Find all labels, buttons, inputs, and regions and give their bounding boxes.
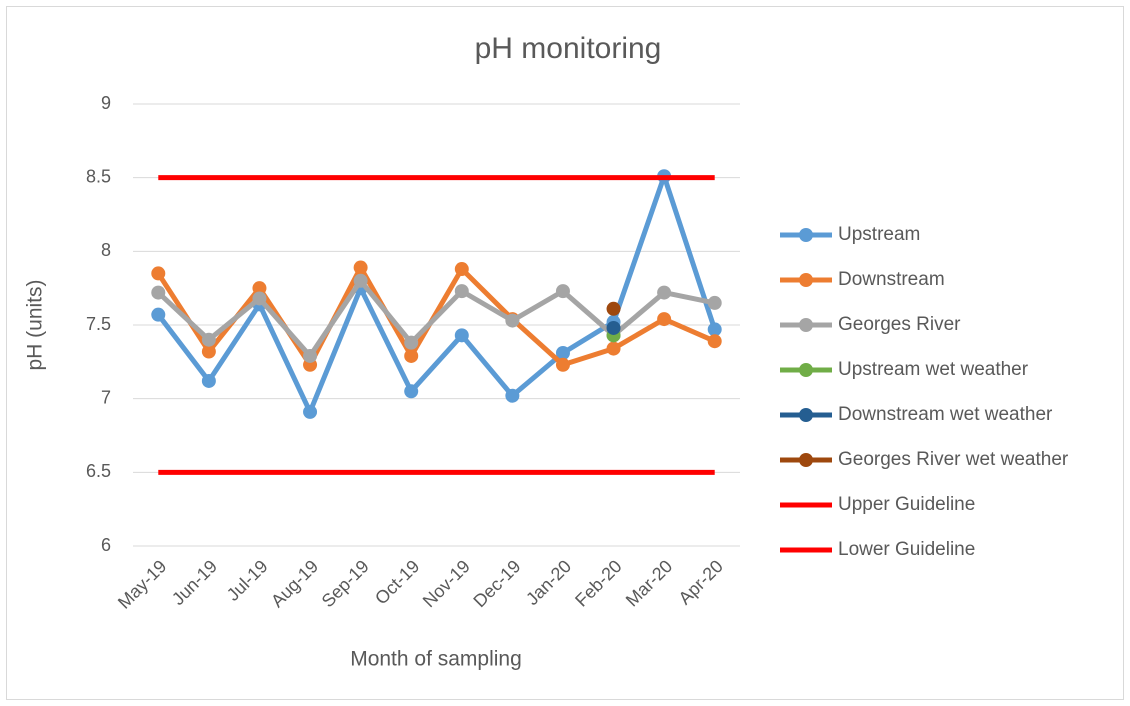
- legend-marker: [799, 228, 813, 242]
- y-tick-label: 7: [101, 387, 111, 407]
- legend-marker: [799, 273, 813, 287]
- data-point: [657, 312, 672, 327]
- data-point: [201, 344, 216, 359]
- data-point: [454, 262, 469, 277]
- data-point: [201, 332, 216, 347]
- data-point: [151, 285, 166, 300]
- legend-marker: [799, 453, 813, 467]
- data-point: [505, 313, 520, 328]
- data-point: [353, 260, 368, 275]
- y-tick-label: 6: [101, 535, 111, 555]
- legend-label: Upper Guideline: [838, 494, 975, 515]
- data-point: [707, 334, 722, 349]
- legend-label: Georges River wet weather: [838, 449, 1069, 470]
- legend-marker: [799, 318, 813, 332]
- data-point: [151, 266, 166, 281]
- series-line: [156, 265, 716, 368]
- data-point: [505, 388, 520, 403]
- y-tick-label: 8: [101, 240, 111, 260]
- data-point: [606, 301, 621, 316]
- data-point: [606, 320, 621, 335]
- data-point: [252, 281, 267, 296]
- data-point: [555, 357, 570, 372]
- data-point: [303, 404, 318, 419]
- y-tick-label: 6.5: [86, 461, 111, 481]
- data-point: [303, 348, 318, 363]
- data-point: [555, 284, 570, 299]
- data-point: [657, 285, 672, 300]
- y-tick-label: 9: [101, 93, 111, 113]
- data-point: [555, 345, 570, 360]
- data-point: [353, 273, 368, 288]
- chart-title: pH monitoring: [475, 32, 662, 65]
- data-point: [454, 284, 469, 299]
- y-tick-label: 8.5: [86, 166, 111, 186]
- data-point: [404, 335, 419, 350]
- legend-label: Upstream: [838, 224, 920, 245]
- data-point: [201, 373, 216, 388]
- data-point: [252, 291, 267, 306]
- data-point: [707, 295, 722, 310]
- data-point: [454, 328, 469, 343]
- legend-label: Upstream wet weather: [838, 359, 1029, 380]
- data-point: [606, 341, 621, 356]
- y-axis-label: pH (units): [24, 279, 47, 370]
- legend-label: Downstream: [838, 269, 945, 290]
- legend-label: Lower Guideline: [838, 539, 975, 560]
- x-axis-label: Month of sampling: [350, 648, 522, 671]
- legend-marker: [799, 408, 813, 422]
- data-point: [404, 348, 419, 363]
- series-line: [156, 173, 718, 415]
- data-point: [707, 322, 722, 337]
- data-point: [151, 307, 166, 322]
- y-tick-label: 7.5: [86, 314, 111, 334]
- legend-label: Georges River: [838, 314, 961, 335]
- legend-label: Downstream wet weather: [838, 404, 1053, 425]
- legend-marker: [799, 363, 813, 377]
- data-point: [404, 384, 419, 399]
- series-line: [156, 278, 716, 359]
